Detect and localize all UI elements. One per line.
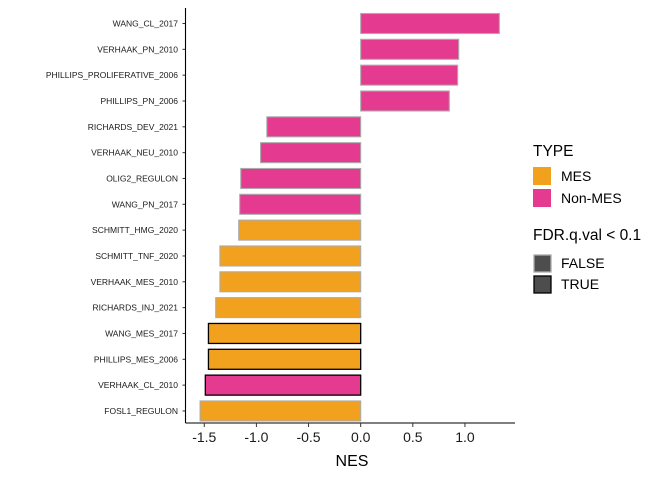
category-label: PHILLIPS_PROLIFERATIVE_2006 [46,70,178,80]
bar-wang-mes-2017 [207,322,362,345]
category-label: SCHMITT_HMG_2020 [92,225,178,235]
bar-phillips-proliferative-2006 [360,64,459,86]
bar-richards-dev-2021 [266,116,362,138]
bar-verhaak-cl-2010 [204,374,362,396]
category-label: FOSL1_REGULON [104,406,178,416]
bar-verhaak-mes-2010 [219,271,362,293]
legend-label: FALSE [561,255,605,271]
legend-label: Non-MES [561,190,622,206]
x-tick-label: -0.5 [296,429,320,445]
bar-wang-cl-2017 [360,12,500,35]
legend-label: TRUE [561,276,599,292]
legend-title-type: TYPE [533,143,573,160]
category-label: PHILLIPS_MES_2006 [94,354,178,364]
category-label: SCHMITT_TNF_2020 [95,251,178,261]
x-ticks: -1.5 -1.0 -0.5 0.0 0.5 1.0 [192,423,475,445]
bar-schmitt-hmg-2020 [238,219,362,241]
category-label: WANG_MES_2017 [105,328,178,338]
category-label: WANG_CL_2017 [113,19,179,29]
category-label: VERHAAK_CL_2010 [98,380,178,390]
legend: TYPE MES Non-MES FDR.q.val < 0.1 FALSE TRUE [533,143,641,294]
bar-fosl1-regulon [199,400,362,422]
x-tick-label: 0.5 [403,429,423,445]
bar-wang-pn-2017 [239,193,362,215]
x-tick-label: -1.0 [244,429,268,445]
legend-swatch-true [533,275,552,294]
legend-label: MES [561,168,591,184]
category-label: VERHAAK_NEU_2010 [91,148,178,158]
category-label: RICHARDS_DEV_2021 [88,122,179,132]
category-label: PHILLIPS_PN_2006 [101,96,179,106]
legend-swatch-mes [533,167,551,185]
x-tick-label: 1.0 [455,429,475,445]
x-tick-label: 0.0 [351,429,371,445]
bars-layer [199,12,500,422]
legend-swatch-false [533,254,552,273]
bar-verhaak-neu-2010 [260,142,362,164]
category-label: RICHARDS_INJ_2021 [92,303,178,313]
bar-richards-inj-2021 [215,297,362,319]
category-label: VERHAAK_MES_2010 [91,277,179,287]
x-tick-label: -1.5 [192,429,216,445]
bar-phillips-pn-2006 [360,90,450,112]
legend-swatch-non-mes [533,189,551,207]
bar-schmitt-tnf-2020 [219,245,362,267]
x-axis-title: NES [336,453,369,470]
category-label: VERHAAK_PN_2010 [97,44,178,54]
category-labels: WANG_CL_2017 VERHAAK_PN_2010 PHILLIPS_PROL… [46,19,186,416]
legend-title-fdr: FDR.q.val < 0.1 [533,227,641,244]
category-label: OLIG2_REGULON [106,173,178,183]
bar-phillips-mes-2006 [207,348,362,370]
bar-olig2-regulon [240,167,362,190]
bar-verhaak-pn-2010 [360,38,460,60]
category-label: WANG_PN_2017 [112,199,179,209]
axes [184,8,515,424]
